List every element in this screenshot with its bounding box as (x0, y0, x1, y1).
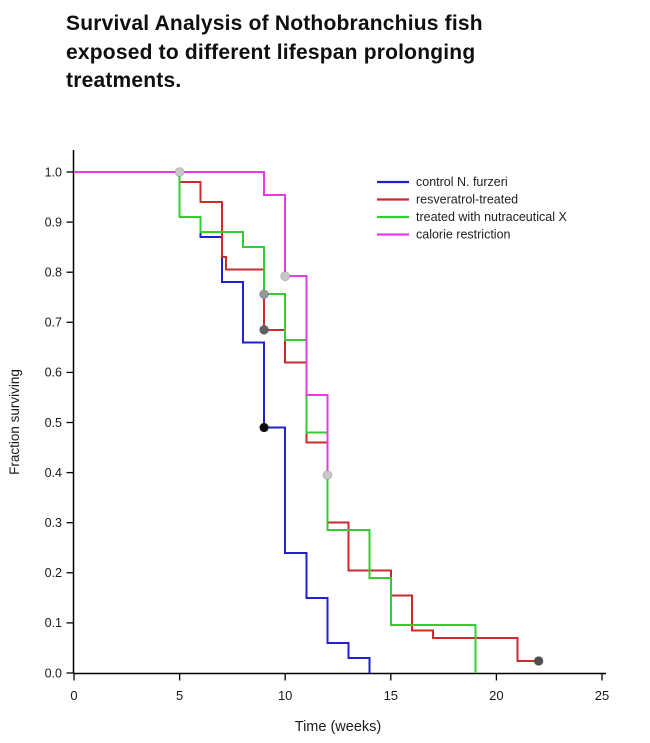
legend-label: calorie restriction (416, 228, 511, 242)
x-axis-title: Time (weeks) (295, 719, 381, 735)
x-tick-label: 25 (595, 688, 609, 703)
chart-title-line-2: exposed to different lifespan prolonging (66, 40, 476, 64)
chart-title-line-3: treatments. (66, 69, 182, 93)
series-curve-treated-with-nutraceutical-x (74, 171, 477, 673)
censor-dot (322, 470, 333, 480)
x-tick-label: 5 (176, 688, 183, 703)
censor-dot (174, 167, 185, 177)
legend-label: resveratrol-treated (416, 193, 518, 207)
censor-dot (259, 325, 269, 335)
y-tick-label: 0.7 (45, 316, 62, 330)
y-tick-label: 1.0 (45, 165, 62, 179)
y-tick-label: 0.0 (45, 666, 62, 680)
x-tick-label: 10 (278, 688, 292, 703)
y-tick-label: 0.2 (45, 566, 62, 580)
censor-dot (259, 289, 269, 300)
legend-label: treated with nutraceutical X (416, 210, 567, 224)
y-tick-label: 0.5 (45, 416, 62, 430)
x-tick-label: 15 (384, 688, 398, 703)
chart-title: Survival Analysis of Nothobranchius fish… (66, 10, 606, 96)
y-tick-label: 0.6 (45, 366, 62, 380)
censor-dot (259, 422, 269, 433)
censor-dot (280, 271, 291, 282)
y-tick-label: 0.1 (45, 616, 62, 630)
y-tick-label: 0.9 (45, 215, 62, 229)
x-tick-label: 0 (70, 688, 77, 703)
y-tick-label: 0.3 (45, 516, 62, 530)
censor-dot (533, 656, 544, 666)
y-axis-title: Fraction surviving (7, 369, 22, 475)
chart-title-line-1: Survival Analysis of Nothobranchius fish (66, 12, 483, 35)
y-tick-label: 0.8 (45, 266, 62, 280)
x-tick-label: 20 (489, 688, 503, 703)
legend-label: control N. furzeri (416, 175, 508, 189)
y-tick-label: 0.4 (45, 466, 62, 480)
